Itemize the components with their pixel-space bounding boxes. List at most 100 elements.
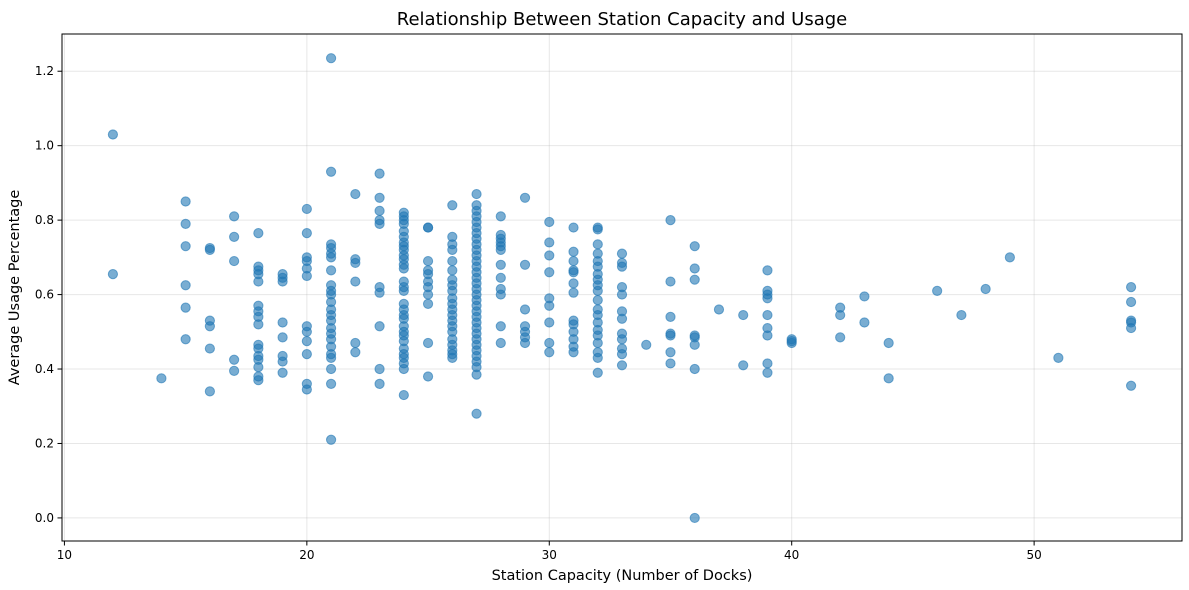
data-point [980,283,991,295]
data-point [1125,282,1137,293]
data-point [350,257,361,269]
data-point [762,330,773,341]
data-point [471,369,482,380]
data-point [253,362,264,373]
data-point [762,358,773,369]
data-point [1125,296,1137,308]
data-point [665,347,676,358]
data-point [350,337,361,349]
data-point [398,389,409,401]
data-point [422,371,434,382]
data-point [495,211,506,222]
data-point [180,196,191,207]
data-point [616,313,628,324]
data-point [422,337,434,349]
data-point [762,367,773,378]
data-point [835,332,846,343]
data-point [495,289,506,300]
data-point [229,231,240,242]
data-point [568,278,579,289]
data-point [519,192,531,203]
data-point [374,363,385,375]
y-tick-label: 1.0 [35,139,54,153]
data-point [544,300,555,311]
data-point [398,363,409,375]
x-axis-label: Station Capacity (Number of Docks) [492,568,753,584]
data-point [180,241,191,252]
data-point [374,168,385,179]
data-point [859,291,870,302]
data-point [301,270,312,282]
data-point [592,295,603,306]
data-point [568,267,579,278]
data-point [277,332,288,343]
data-point [325,363,337,375]
data-point [544,267,555,278]
y-tick-label: 0.6 [35,288,54,302]
data-point [301,326,312,337]
x-tick-label: 30 [542,548,557,562]
x-tick-label: 50 [1026,548,1041,562]
data-point [883,337,894,349]
data-points [107,53,1137,524]
axis-ticks: 10 20 30 40 50 0.0 0.2 0.4 0.6 0.8 1.0 1.2 [35,64,1042,562]
y-tick-label: 1.2 [35,64,54,78]
data-point [107,268,119,280]
x-tick-label: 20 [299,548,314,562]
data-point [156,373,167,384]
data-point [301,384,312,395]
data-point [689,512,700,524]
data-point [301,228,312,239]
data-point [665,311,676,323]
y-axis-label: Average Usage Percentage [7,190,23,386]
data-point [495,272,506,283]
data-point [229,255,240,267]
data-point [229,211,240,222]
data-point [786,337,797,349]
data-point [665,330,676,341]
data-point [859,317,870,328]
data-point [762,309,773,321]
data-point [447,265,458,276]
data-point [592,239,603,250]
data-point [325,166,337,177]
data-point [229,354,240,365]
data-point [495,321,506,332]
data-point [592,285,603,296]
data-point [519,337,531,349]
data-point [350,188,361,200]
data-point [592,337,603,349]
data-point [204,386,215,397]
data-point [519,259,531,270]
data-point [180,334,191,345]
data-point [253,228,264,239]
y-tick-label: 0.2 [35,436,54,450]
data-point [592,352,603,363]
data-point [1053,352,1064,363]
data-point [204,321,215,332]
data-point [665,358,676,369]
data-point [374,205,385,216]
data-point [180,280,191,291]
data-point [204,244,215,256]
data-point [325,265,337,276]
data-point [616,334,628,345]
data-point [1125,322,1137,334]
data-point [568,222,579,233]
data-point [301,349,312,360]
x-tick-label: 10 [57,548,72,562]
y-tick-label: 0.0 [35,511,54,525]
x-tick-label: 40 [784,548,799,562]
data-point [544,347,555,358]
data-point [253,319,264,330]
data-point [422,222,434,233]
data-point [544,250,555,261]
plot-frame [61,33,1183,542]
data-point [447,200,458,211]
data-point [180,218,191,229]
data-point [616,289,628,300]
data-point [471,188,482,200]
data-point [835,309,846,321]
data-point [519,304,531,315]
